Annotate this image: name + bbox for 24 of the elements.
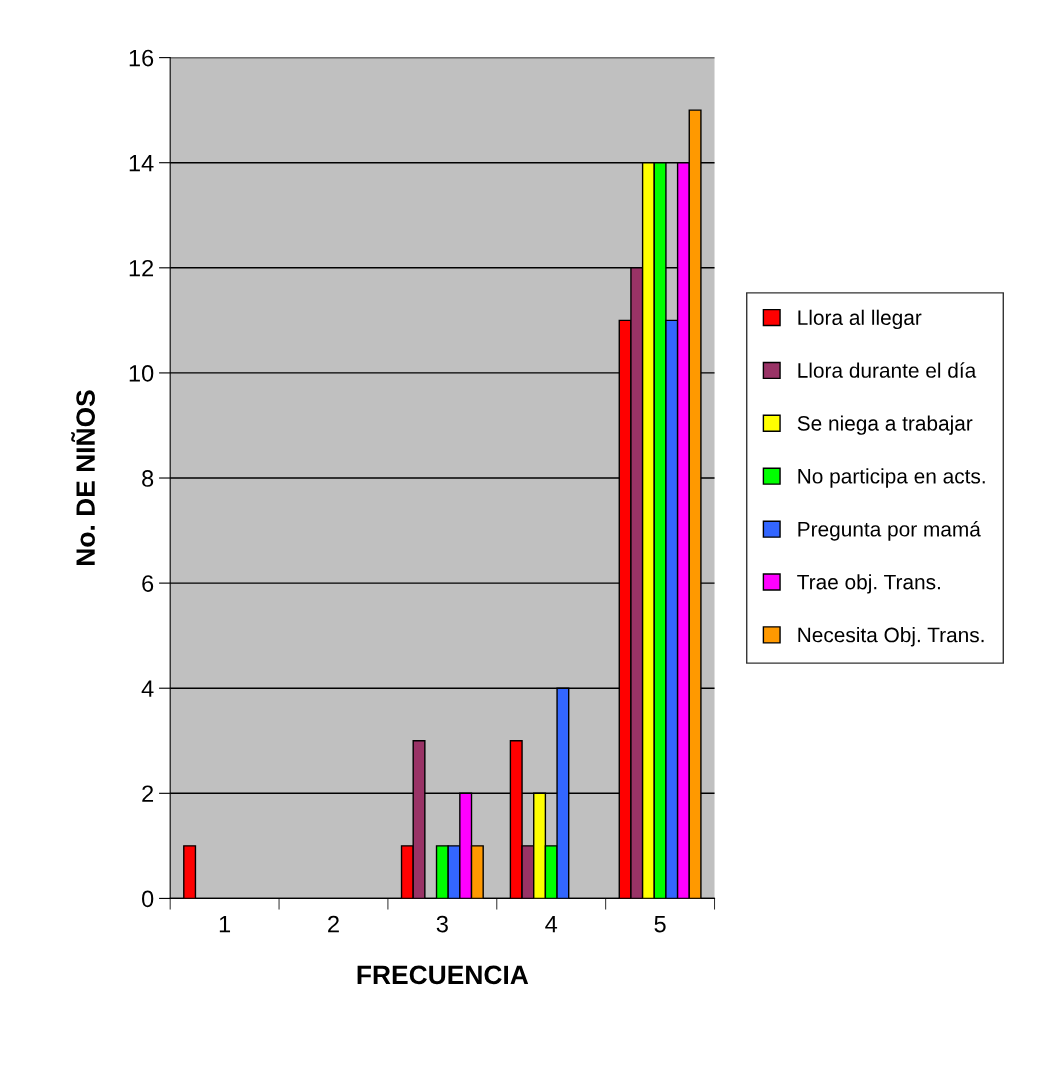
- y-tick-label: 0: [142, 890, 154, 908]
- x-tick-label: 5: [654, 915, 666, 933]
- legend-label: Llora durante el día: [798, 362, 977, 378]
- y-axis-title: No. DE NIÑOS: [71, 390, 95, 565]
- y-tick-label: 14: [129, 155, 154, 172]
- y-tick-label: 16: [129, 49, 154, 67]
- y-tick-label: 2: [142, 785, 154, 802]
- legend-label: Pregunta por mamá: [798, 521, 981, 541]
- x-tick-label: 3: [436, 915, 448, 933]
- x-axis-title: FRECUENCIA: [357, 965, 529, 985]
- bar: [183, 845, 197, 899]
- x-tick-label: 1: [219, 915, 231, 933]
- y-tick-label: 4: [141, 680, 154, 697]
- legend-label: Necesita Obj. Trans.: [798, 627, 984, 647]
- x-tick-label: 2: [328, 915, 339, 933]
- legend-label: Trae obj. Trans.: [797, 574, 940, 594]
- legend-label: Se niega a trabajar: [797, 415, 973, 435]
- y-tick-label: 10: [129, 364, 154, 382]
- legend-label: No participa en acts.: [798, 468, 985, 488]
- x-tick-label: 4: [545, 915, 558, 933]
- y-tick-label: 6: [142, 575, 154, 592]
- y-tick-label: 8: [142, 470, 154, 487]
- legend-label: Llora al llegar: [798, 309, 922, 330]
- y-tick-label: 12: [129, 259, 154, 277]
